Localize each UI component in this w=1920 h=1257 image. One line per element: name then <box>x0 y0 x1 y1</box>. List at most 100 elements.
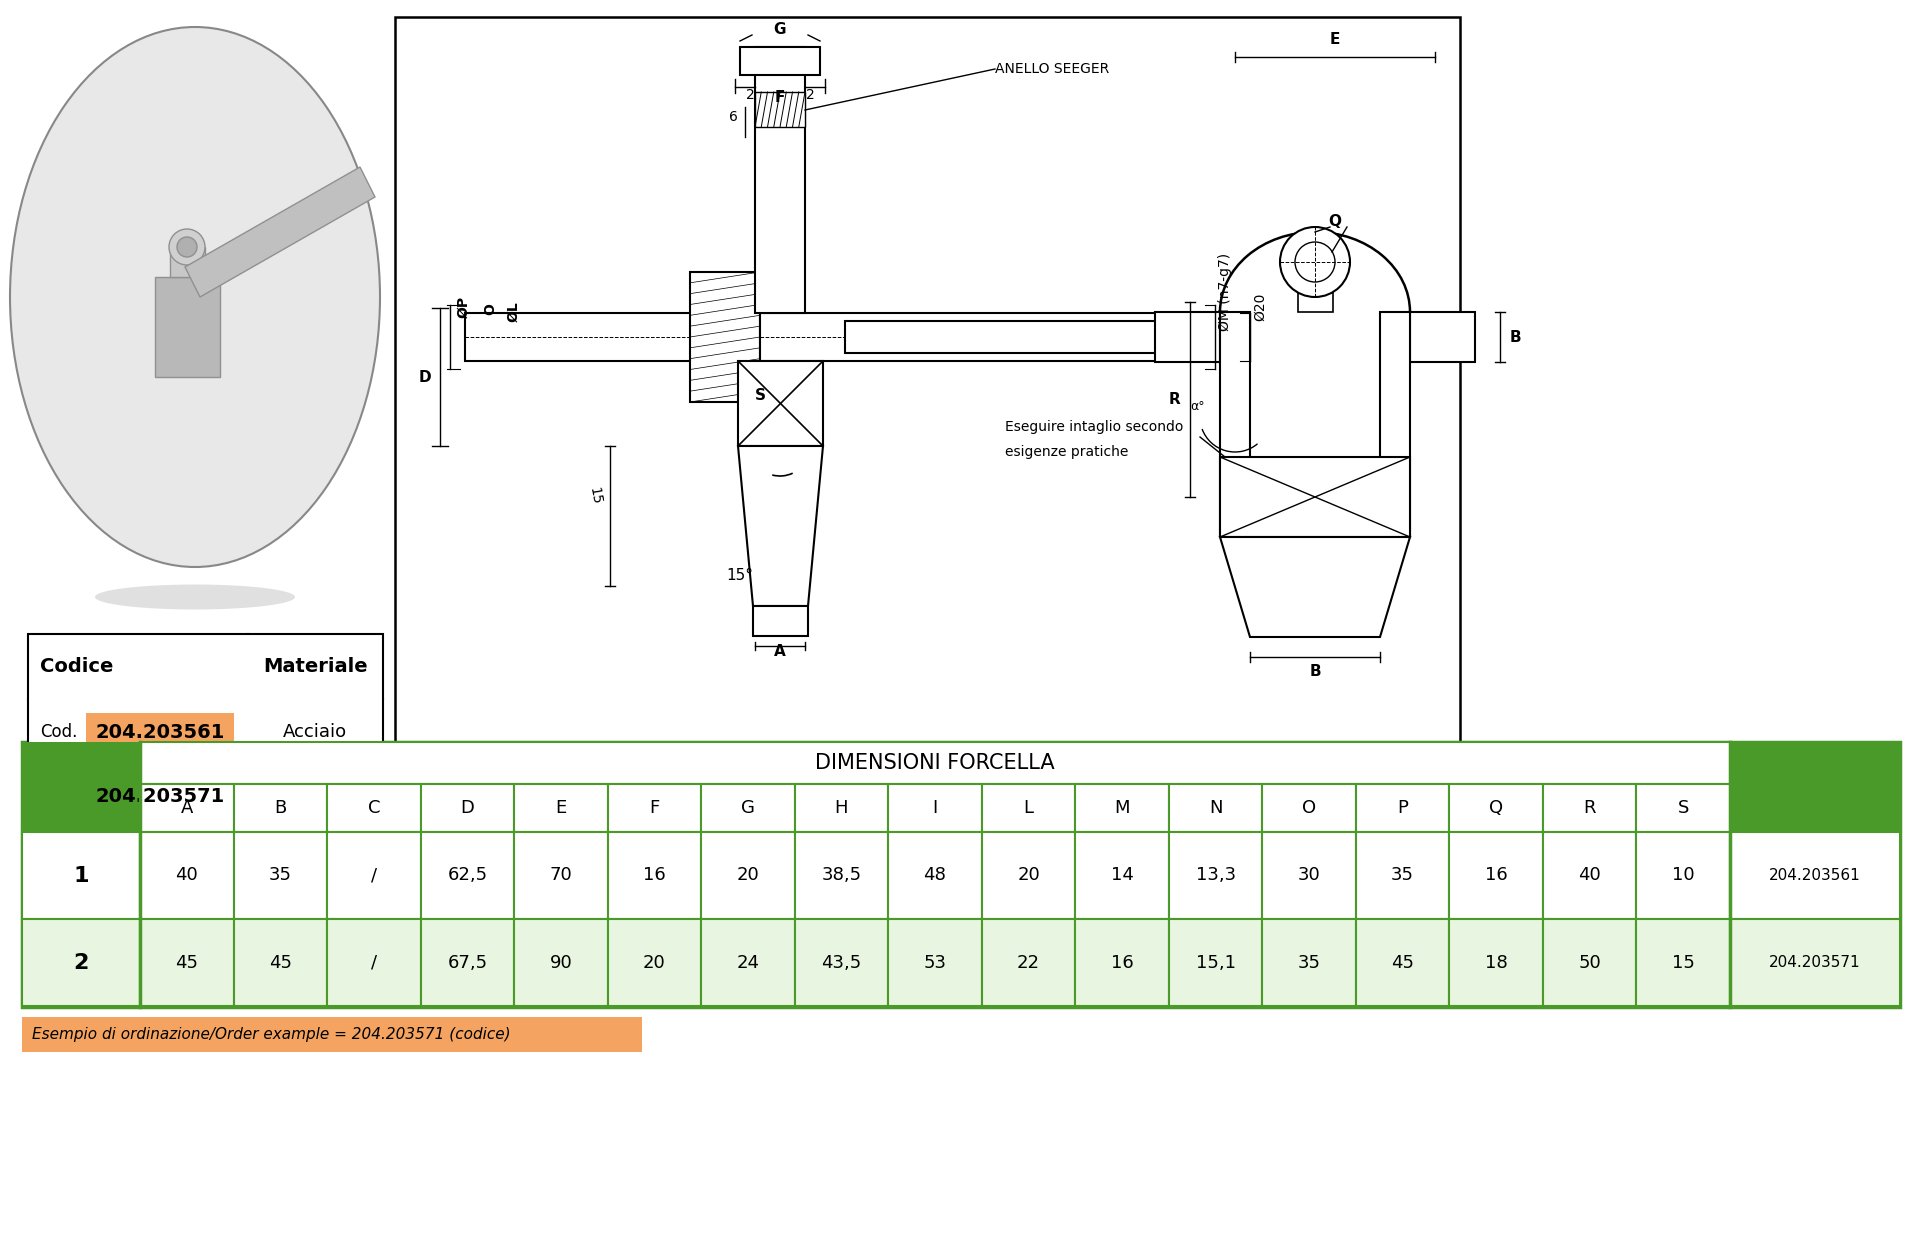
Text: F: F <box>776 89 785 104</box>
Bar <box>755 47 804 313</box>
Text: R: R <box>1584 799 1596 817</box>
Text: Eseguire intaglio secondo: Eseguire intaglio secondo <box>1004 420 1183 434</box>
Text: 20: 20 <box>737 866 758 885</box>
Bar <box>515 784 607 832</box>
Bar <box>1636 784 1730 832</box>
Text: 40: 40 <box>1578 866 1601 885</box>
Text: 2: 2 <box>745 88 755 102</box>
Circle shape <box>1281 228 1350 297</box>
Text: P: P <box>1398 799 1407 817</box>
Text: 35: 35 <box>1392 866 1415 885</box>
Bar <box>1380 312 1409 537</box>
Bar <box>755 92 804 127</box>
Bar <box>795 919 889 1006</box>
Text: 204.203571: 204.203571 <box>1768 955 1860 970</box>
Bar <box>981 832 1075 919</box>
Bar <box>1544 919 1636 1006</box>
Bar <box>156 277 221 377</box>
Polygon shape <box>184 167 374 297</box>
Text: 15°: 15° <box>726 568 753 583</box>
Bar <box>326 919 420 1006</box>
Text: A: A <box>180 799 192 817</box>
Circle shape <box>1294 243 1334 282</box>
Bar <box>140 919 234 1006</box>
Text: 45: 45 <box>1392 954 1415 972</box>
Bar <box>607 832 701 919</box>
Bar <box>701 784 795 832</box>
Text: A: A <box>774 644 785 659</box>
Bar <box>326 832 420 919</box>
Bar <box>234 784 326 832</box>
Bar <box>1261 919 1356 1006</box>
Text: E: E <box>1331 31 1340 47</box>
Bar <box>396 18 1459 827</box>
Text: O: O <box>484 303 497 316</box>
Text: α°: α° <box>1190 401 1206 414</box>
Ellipse shape <box>94 585 296 610</box>
Text: 90: 90 <box>549 954 572 972</box>
Text: ØL: ØL <box>507 302 520 322</box>
Text: B: B <box>1509 329 1521 344</box>
Text: 2: 2 <box>806 88 814 102</box>
Bar <box>1636 919 1730 1006</box>
Bar <box>140 832 234 919</box>
Text: 18: 18 <box>1484 954 1507 972</box>
Text: 14: 14 <box>1110 866 1133 885</box>
Bar <box>515 919 607 1006</box>
Text: 2: 2 <box>73 953 88 973</box>
Bar <box>21 832 140 919</box>
Text: 10: 10 <box>1672 866 1695 885</box>
Bar <box>1356 784 1450 832</box>
Bar <box>795 784 889 832</box>
Text: DIMENSIONI FORCELLA: DIMENSIONI FORCELLA <box>816 753 1054 773</box>
Text: 15,1: 15,1 <box>1196 954 1236 972</box>
Text: S: S <box>1678 799 1690 817</box>
Text: 43,5: 43,5 <box>822 954 862 972</box>
Text: esigenze pratiche: esigenze pratiche <box>1004 445 1129 459</box>
Text: ANELLO SEEGER: ANELLO SEEGER <box>995 62 1110 75</box>
Text: C: C <box>367 799 380 817</box>
Bar <box>1169 832 1261 919</box>
Text: M: M <box>1114 799 1129 817</box>
Bar <box>234 919 326 1006</box>
Bar <box>889 919 981 1006</box>
Circle shape <box>169 229 205 265</box>
Bar <box>701 832 795 919</box>
Text: G: G <box>774 21 787 36</box>
Text: E: E <box>555 799 566 817</box>
Bar <box>326 784 420 832</box>
Bar <box>760 313 1194 361</box>
Text: 48: 48 <box>924 866 947 885</box>
Text: 16: 16 <box>1484 866 1507 885</box>
Bar <box>29 634 382 830</box>
Text: 70: 70 <box>549 866 572 885</box>
Bar <box>1450 784 1544 832</box>
Text: 204.203561: 204.203561 <box>1768 869 1860 882</box>
Text: ØP: ØP <box>457 295 470 318</box>
Text: D: D <box>461 799 474 817</box>
Bar <box>737 361 824 446</box>
Text: 62,5: 62,5 <box>447 866 488 885</box>
Bar <box>140 784 234 832</box>
Bar <box>21 919 140 1006</box>
Text: Q: Q <box>1490 799 1503 817</box>
Bar <box>739 47 820 75</box>
Text: L: L <box>1023 799 1033 817</box>
Text: 22: 22 <box>1018 954 1041 972</box>
Text: 24: 24 <box>737 954 760 972</box>
Circle shape <box>177 238 198 256</box>
Bar <box>1730 742 1901 1007</box>
Text: 204.203571: 204.203571 <box>96 787 225 807</box>
Bar <box>1169 919 1261 1006</box>
Bar <box>607 919 701 1006</box>
Text: Ø20: Ø20 <box>1254 293 1267 322</box>
Text: Codice: Codice <box>40 657 113 676</box>
Bar <box>1409 312 1475 362</box>
Text: 53: 53 <box>924 954 947 972</box>
Text: 16: 16 <box>1110 954 1133 972</box>
Bar <box>1261 784 1356 832</box>
Text: Q: Q <box>1329 215 1342 230</box>
Bar <box>1075 919 1169 1006</box>
Text: 50: 50 <box>1578 954 1601 972</box>
Bar <box>1356 919 1450 1006</box>
